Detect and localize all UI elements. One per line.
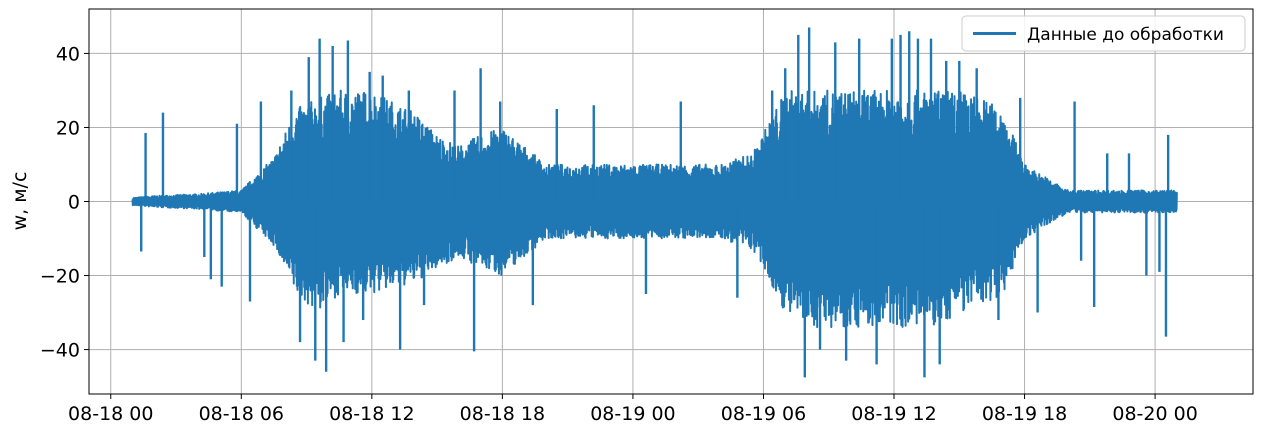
y-tick-label: 0 bbox=[68, 192, 80, 214]
x-tick-label: 08-20 00 bbox=[1112, 403, 1197, 425]
x-tick-label: 08-19 12 bbox=[851, 403, 936, 425]
y-tick-label: 40 bbox=[56, 43, 80, 65]
x-tick-label: 08-18 12 bbox=[329, 403, 414, 425]
y-tick-label: −40 bbox=[40, 340, 80, 362]
y-axis: −40 −20 0 20 40 bbox=[40, 43, 89, 362]
x-tick-label: 08-18 00 bbox=[68, 403, 153, 425]
x-tick-label: 08-19 06 bbox=[721, 403, 806, 425]
x-tick-label: 08-19 00 bbox=[590, 403, 675, 425]
grid bbox=[89, 9, 1253, 394]
legend-label: Данные до обработки bbox=[1027, 25, 1224, 45]
y-tick-label: −20 bbox=[40, 266, 80, 288]
y-tick-label: 20 bbox=[56, 117, 80, 139]
legend-frame bbox=[961, 15, 1246, 52]
series-layer bbox=[131, 27, 1178, 378]
legend: Данные до обработки bbox=[961, 15, 1246, 52]
x-tick-label: 08-19 18 bbox=[982, 403, 1067, 425]
series-line bbox=[131, 89, 1178, 329]
y-axis-title: w, м/с bbox=[9, 172, 31, 231]
x-tick-label: 08-18 06 bbox=[199, 403, 284, 425]
x-tick-label: 08-18 18 bbox=[460, 403, 545, 425]
x-axis: 08-18 00 08-18 06 08-18 12 08-18 18 08-19 00… bbox=[68, 394, 1198, 425]
